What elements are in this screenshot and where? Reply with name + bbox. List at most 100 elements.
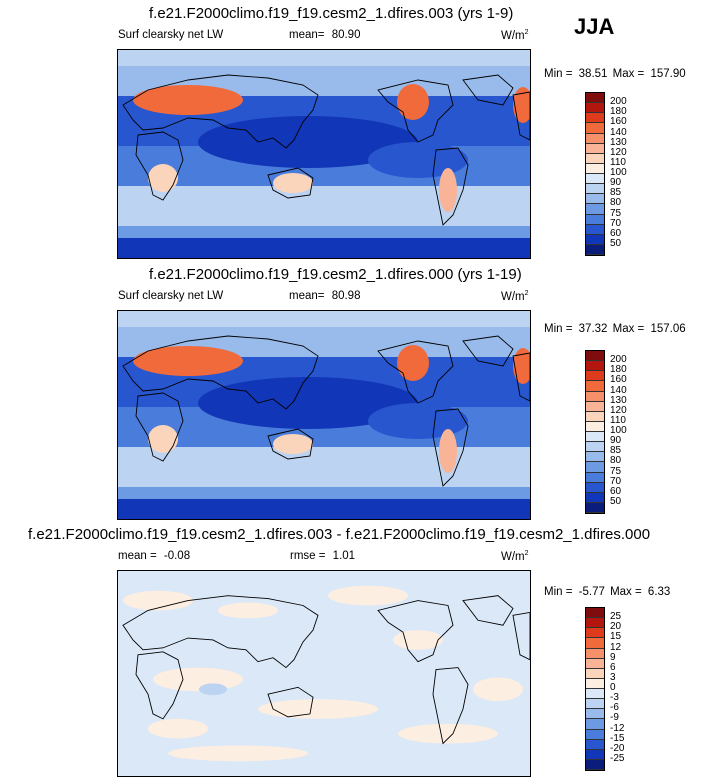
field-band-northern-ocean <box>118 311 530 327</box>
panel3-map <box>117 570 531 777</box>
field-east-pacific <box>368 403 468 439</box>
field-region-australia <box>273 173 313 193</box>
panel2-colorbar-ticks: 200 180 160 140 130 120 110 100 90 85 80 75 70 60 50 <box>610 350 650 512</box>
colorbar-tick-label: 15 <box>610 631 622 643</box>
colorbar-swatch <box>586 234 604 245</box>
colorbar-swatch <box>586 482 604 493</box>
colorbar-swatch <box>586 608 604 619</box>
panel3-mean-label: mean = <box>118 550 157 562</box>
field-region-west-africa <box>513 348 530 384</box>
colorbar-swatch <box>586 618 604 629</box>
panel1-max-label: Max = <box>612 68 645 80</box>
field-east-pacific <box>368 142 468 178</box>
coastline <box>122 335 319 410</box>
colorbar-tick-label: 120 <box>610 146 627 158</box>
colorbar-tick-label: 100 <box>610 167 627 178</box>
colorbar-swatch <box>586 153 604 164</box>
colorbar-swatch <box>586 103 604 114</box>
field-region-western-us <box>397 84 429 120</box>
field-region-south-america-west <box>439 429 457 473</box>
panel1-max-value: 157.90 <box>650 68 686 80</box>
colorbar-swatch <box>586 492 604 503</box>
colorbar-swatch <box>586 351 604 362</box>
colorbar-tick-label: -9 <box>610 712 619 724</box>
panel3-rmse: rmse = 1.01 <box>290 550 355 562</box>
map-svg <box>118 311 530 519</box>
colorbar-tick-label: 200 <box>610 96 627 108</box>
colorbar-tick-label: 130 <box>610 394 627 406</box>
field-band-southern-ocean <box>118 186 530 226</box>
colorbar-swatch <box>586 224 604 235</box>
panel3-minmax: Min = -5.77 Max = 6.33 <box>544 586 670 598</box>
colorbar-swatch <box>586 244 604 255</box>
colorbar-tick-label: 160 <box>610 374 627 386</box>
coastline <box>432 147 469 226</box>
colorbar-swatch <box>586 648 604 659</box>
colorbar-swatch <box>586 638 604 649</box>
panel2-colorbar <box>585 350 605 514</box>
colorbar-tick-label: 75 <box>610 465 622 477</box>
colorbar-swatch <box>586 719 604 730</box>
colorbar-tick-label: 50 <box>610 495 622 507</box>
panel3-rmse-label: rmse = <box>290 550 326 562</box>
colorbar-tick-label: 130 <box>610 136 627 148</box>
panel2-units-text: W/m <box>501 290 525 303</box>
colorbar-tick-label: 200 <box>610 354 627 366</box>
colorbar-swatch <box>586 361 604 372</box>
colorbar-swatch <box>586 113 604 124</box>
colorbar-tick-label: 160 <box>610 116 627 128</box>
coastline <box>432 667 469 745</box>
coastline <box>377 79 454 143</box>
colorbar-tick-label: 90 <box>610 177 622 189</box>
colorbar-tick-label: -20 <box>610 742 625 754</box>
colorbar-swatch <box>586 214 604 225</box>
field-region-australia <box>273 434 313 454</box>
map-svg <box>118 50 530 258</box>
panel2-mean: mean= 80.98 <box>289 290 360 302</box>
panel2-variable-label: Surf clearsky net LW <box>118 290 224 302</box>
panel2-max-label: Max = <box>612 323 645 335</box>
panel2-minmax: Min = 37.32 Max = 157.06 <box>544 323 686 335</box>
colorbar-tick-label: 70 <box>610 475 622 487</box>
field-positive-patch <box>218 602 278 619</box>
coastline <box>267 167 314 199</box>
colorbar-tick-label: 6 <box>610 661 616 673</box>
colorbar-tick-label: 25 <box>610 611 622 623</box>
panel3-title: f.e21.F2000climo.f19_f19.cesm2_1.dfires.… <box>28 526 651 543</box>
colorbar-tick-label: 110 <box>610 156 626 168</box>
panel2-units: W/m2 <box>501 290 529 303</box>
panel2-map <box>117 310 531 520</box>
panel3-max-value: 6.33 <box>647 586 671 598</box>
field-warm-pool <box>198 116 418 168</box>
field-positive-patch <box>148 718 208 739</box>
colorbar-tick-label: 90 <box>610 435 622 447</box>
panel1-minmax: Min = 38.51 Max = 157.90 <box>544 68 686 80</box>
colorbar-tick-label: -12 <box>610 722 625 734</box>
colorbar-swatch <box>586 174 604 185</box>
field-region-southern-africa <box>148 425 178 453</box>
colorbar-tick-label: 110 <box>610 414 626 426</box>
colorbar-tick-label: 9 <box>610 651 616 663</box>
field-band-antarctica <box>118 499 530 519</box>
colorbar-swatch <box>586 391 604 402</box>
colorbar-swatch <box>586 749 604 760</box>
colorbar-swatch <box>586 401 604 412</box>
colorbar-swatch <box>586 699 604 710</box>
coastline <box>122 74 319 149</box>
field-band-southern-ocean-2 <box>118 487 530 499</box>
panel2-mean-value: 80.98 <box>331 290 361 302</box>
field-positive-patch <box>328 585 408 606</box>
colorbar-tick-label: 85 <box>610 187 622 199</box>
colorbar-tick-label: 70 <box>610 217 622 229</box>
coastline <box>512 352 530 402</box>
colorbar-swatch <box>586 133 604 144</box>
colorbar-tick-label: 80 <box>610 455 622 467</box>
panel1-variable-label: Surf clearsky net LW <box>118 29 224 41</box>
colorbar-swatch <box>586 123 604 134</box>
field-region-sahara-core <box>153 353 223 369</box>
coastline <box>135 651 184 720</box>
colorbar-tick-label: 0 <box>610 682 616 693</box>
panel1-units-text: W/m <box>501 29 525 42</box>
field-region-south-america-west <box>439 168 457 212</box>
panel1-mean: mean= 80.90 <box>289 29 360 41</box>
